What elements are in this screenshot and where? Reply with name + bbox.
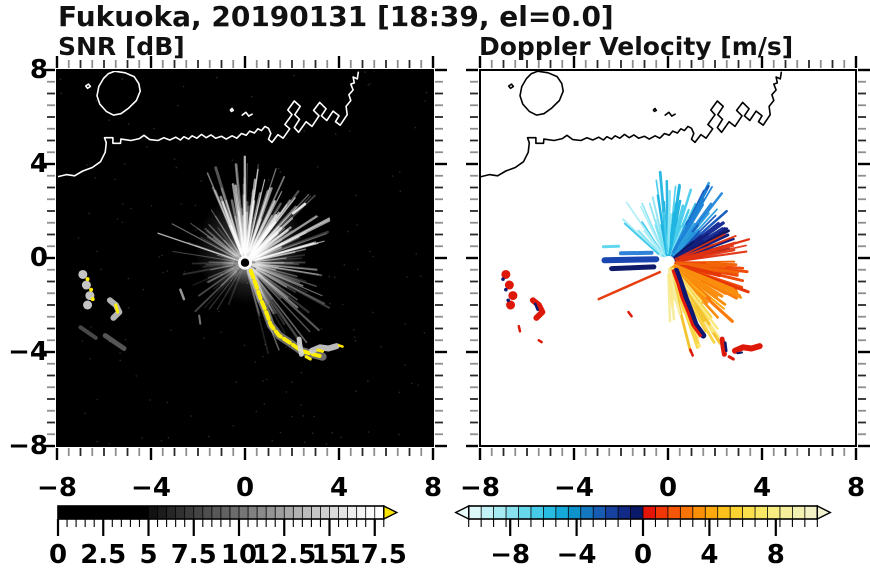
doppler-panel-title: Doppler Velocity [m/s] xyxy=(479,32,794,61)
snr-x-tick-label: 8 xyxy=(423,473,443,503)
y-tick-label: 8 xyxy=(29,55,48,85)
snr-x-tick-label: −4 xyxy=(131,473,171,503)
doppler-x-tick-label: −8 xyxy=(460,473,500,503)
doppler-x-tick-label: 4 xyxy=(752,473,772,503)
snr-panel xyxy=(56,70,433,446)
doppler-colorbar-tick-label: 8 xyxy=(766,540,785,570)
snr-colorbar-tick-label: 12.5 xyxy=(252,540,317,570)
y-tick-label: −8 xyxy=(8,431,48,461)
snr-colorbar-tick-label: 0 xyxy=(48,540,68,570)
doppler-colorbar-tick-label: −8 xyxy=(490,540,531,570)
snr-colorbar-tick-label: 7.5 xyxy=(170,540,217,570)
doppler-x-tick-label: 0 xyxy=(658,473,678,503)
snr-colorbar-tick-label: 17.5 xyxy=(342,540,407,570)
doppler-colorbar-under-arrow xyxy=(454,504,470,521)
snr-plot-canvas xyxy=(56,70,433,446)
y-tick-label: 4 xyxy=(29,149,48,179)
doppler-colorbar-tick-label: 4 xyxy=(700,540,719,570)
doppler-colorbar-tick-label: −4 xyxy=(556,540,597,570)
snr-colorbar-tick-label: 10 xyxy=(220,540,258,570)
doppler-colorbar-over-arrow xyxy=(816,504,832,521)
doppler-panel xyxy=(479,70,856,446)
snr-colorbar-tick-label: 5 xyxy=(139,540,158,570)
doppler-plot-canvas xyxy=(479,70,856,446)
y-tick-label: 0 xyxy=(29,243,48,273)
snr-x-tick-label: −8 xyxy=(37,473,77,503)
doppler-colorbar-frame xyxy=(467,505,819,520)
snr-panel-title: SNR [dB] xyxy=(58,32,185,61)
snr-x-tick-label: 0 xyxy=(235,473,255,503)
snr-colorbar-frame xyxy=(57,505,385,520)
doppler-x-tick-label: 8 xyxy=(846,473,866,503)
snr-colorbar-over-arrow xyxy=(383,504,399,521)
doppler-colorbar-tick-label: 0 xyxy=(633,540,653,570)
snr-x-tick-label: 4 xyxy=(329,473,349,503)
y-tick-label: −4 xyxy=(8,337,48,367)
figure-title: Fukuoka, 20190131 [18:39, el=0.0] xyxy=(58,0,614,33)
snr-colorbar-tick-label: 2.5 xyxy=(80,540,127,570)
snr-colorbar-tick-label: 15 xyxy=(311,540,348,570)
doppler-x-tick-label: −4 xyxy=(554,473,594,503)
